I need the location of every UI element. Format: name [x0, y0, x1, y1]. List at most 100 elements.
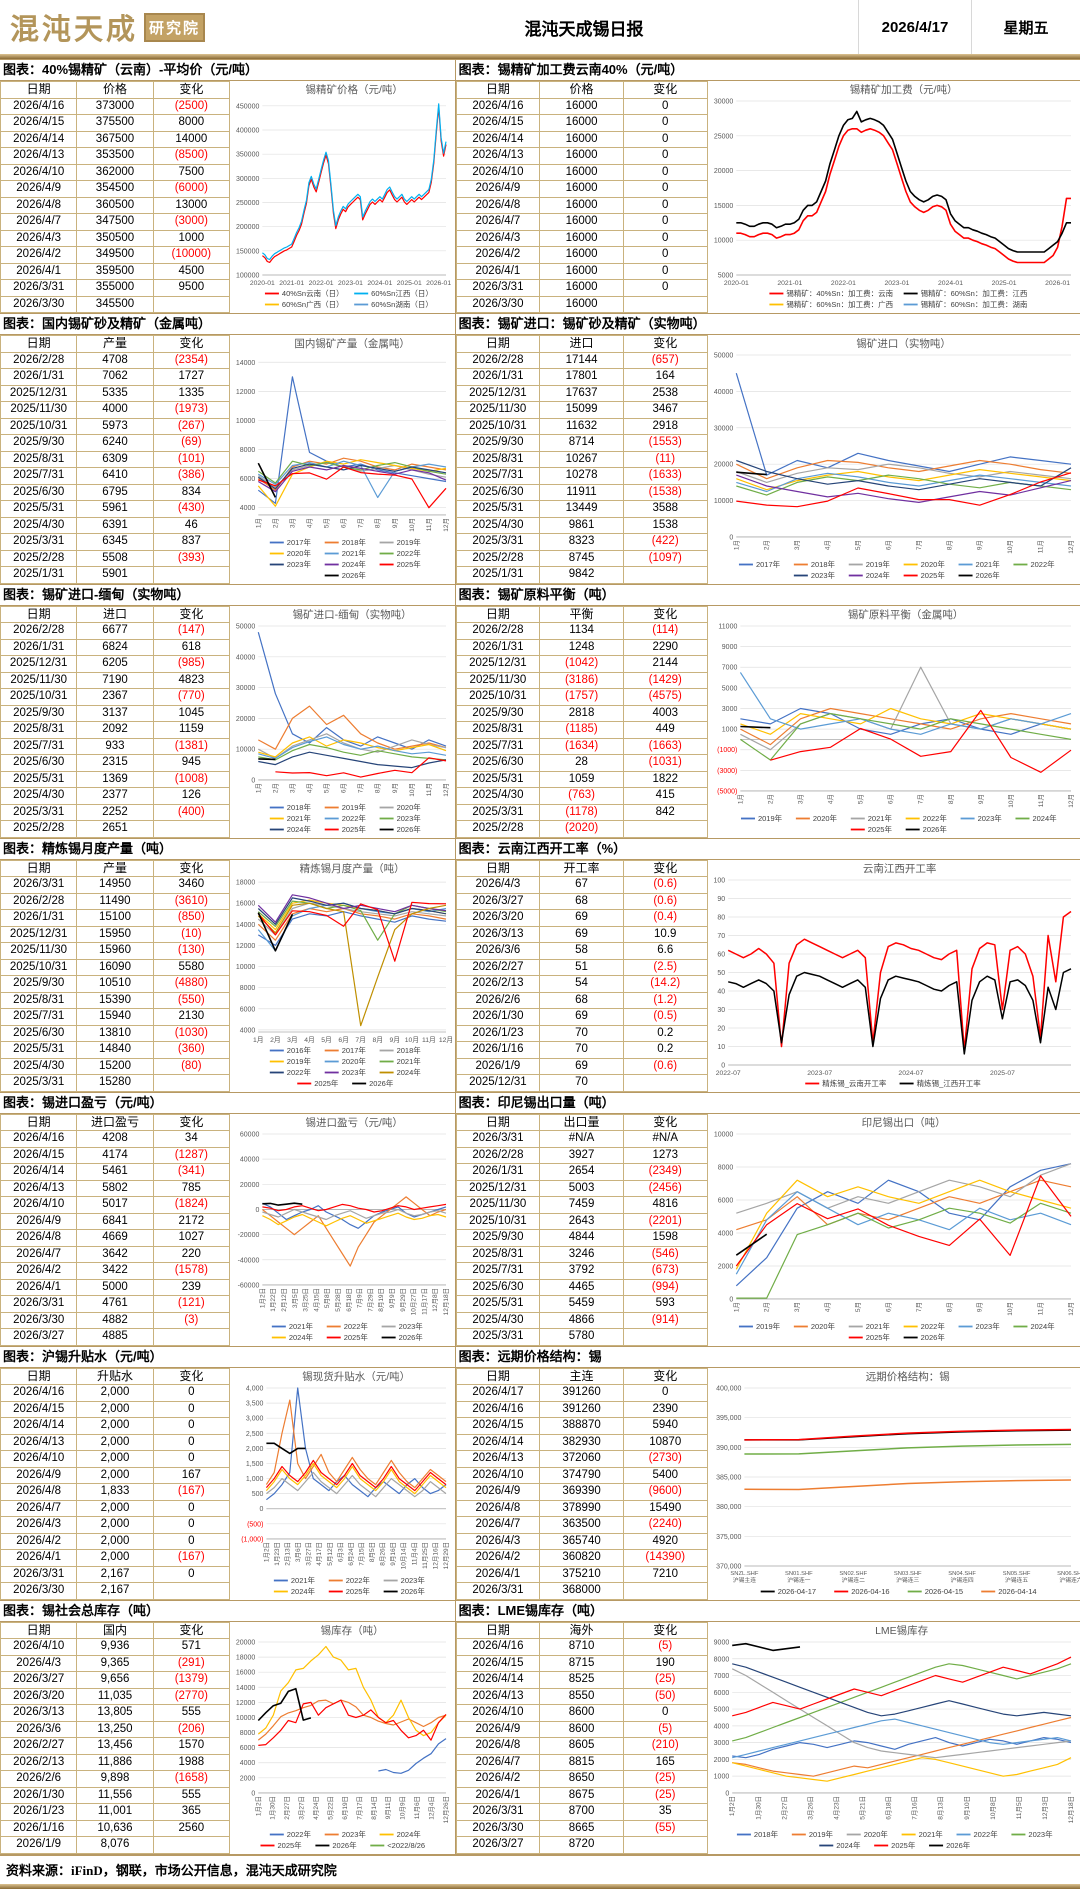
- change-cell: (2730): [622, 1450, 708, 1468]
- svg-text:12月: 12月: [442, 782, 450, 796]
- section-title: 图表：锡矿原料平衡（吨）: [455, 583, 1080, 606]
- svg-text:6月: 6月: [884, 1301, 892, 1311]
- date-cell: 2025/3/31: [455, 1328, 541, 1346]
- svg-text:2020年: 2020年: [810, 1321, 835, 1331]
- section-row: 图表：锡进口盈亏（元/吨） 日期 进口盈亏 变化 2026/4/16 4208 34 2026…: [0, 1091, 1080, 1346]
- date-cell: 2026/3/27: [455, 892, 541, 910]
- svg-text:9月11日: 9月11日: [384, 1795, 392, 1818]
- svg-text:11月17日: 11月17日: [420, 1287, 428, 1314]
- change-cell: 449: [622, 721, 708, 739]
- value-cell: 69: [539, 909, 624, 927]
- svg-text:7月16日: 7月16日: [910, 1795, 918, 1819]
- table-row: 2026/4/8 8605 (210): [455, 1737, 708, 1755]
- chart-processing-fee: 锡精矿加工费（元/吨） 30000 25000 20000 15000 10000 5000…: [708, 81, 1080, 313]
- value-cell: 8550: [539, 1687, 624, 1705]
- svg-text:2019年: 2019年: [865, 559, 890, 569]
- svg-text:10000: 10000: [713, 238, 733, 245]
- table-row: 2026/4/3 350500 1000: [0, 229, 231, 247]
- date-cell: 2025/4/30: [0, 1057, 78, 1075]
- value-cell: 4844: [539, 1229, 624, 1247]
- change-cell: 618: [152, 638, 231, 656]
- svg-text:400000: 400000: [236, 128, 259, 135]
- change-cell: 0: [152, 1433, 231, 1451]
- svg-text:8月13日: 8月13日: [936, 1795, 944, 1819]
- change-cell: 35: [622, 1803, 708, 1821]
- date-cell: 2026/2/28: [0, 892, 78, 910]
- change-cell: (206): [152, 1720, 231, 1738]
- date-cell: 2026/4/17: [455, 1384, 541, 1402]
- table-row: 2026/4/9 354500 (6000): [0, 180, 231, 198]
- table-header-row: 日期 国内 变化: [0, 1621, 231, 1639]
- svg-text:4月: 4月: [826, 793, 834, 803]
- column-header: 日期: [0, 859, 78, 877]
- table-row: 2026/4/15 8715 190: [455, 1654, 708, 1672]
- date-cell: 2025/10/31: [455, 688, 541, 706]
- value-cell: 5003: [539, 1179, 624, 1197]
- table-row: 2026/4/16 8710 (5): [455, 1638, 708, 1656]
- svg-text:200000: 200000: [236, 224, 259, 231]
- svg-text:10000: 10000: [236, 746, 256, 753]
- table-row: 2025/9/30 8714 (1553): [455, 434, 708, 452]
- date-cell: 2026/4/13: [0, 1433, 78, 1451]
- svg-text:7月29日: 7月29日: [366, 1287, 374, 1311]
- change-cell: 165: [622, 1753, 708, 1771]
- change-cell: 4920: [622, 1532, 708, 1550]
- value-cell: 1,833: [76, 1483, 154, 1501]
- value-cell: 16000: [539, 229, 624, 247]
- value-cell: 15390: [76, 991, 154, 1009]
- change-cell: 2538: [622, 384, 708, 402]
- table-row: 2026/3/30 2,167: [0, 1582, 231, 1600]
- svg-text:6000: 6000: [240, 476, 256, 483]
- value-cell: 58: [539, 942, 624, 960]
- value-cell: 4885: [76, 1328, 154, 1346]
- table-row: 2026/4/17 391260 0: [455, 1384, 708, 1402]
- svg-text:4,000: 4,000: [246, 1385, 264, 1392]
- svg-text:2026年: 2026年: [946, 1840, 971, 1850]
- svg-text:8000: 8000: [240, 985, 256, 992]
- change-cell: [152, 1328, 231, 1346]
- svg-text:9月: 9月: [391, 782, 399, 792]
- date-cell: 2025/5/31: [0, 770, 78, 788]
- value-cell: 375500: [76, 114, 154, 132]
- svg-text:5月8日: 5月8日: [323, 1287, 331, 1307]
- change-cell: (1824): [152, 1196, 231, 1214]
- change-cell: [622, 566, 708, 584]
- date-cell: 2026/4/8: [455, 1499, 541, 1517]
- svg-text:60%Sn广西（日）: 60%Sn广西（日）: [282, 299, 344, 309]
- table-row: 2025/5/31 1369 (1008): [0, 770, 231, 788]
- svg-text:60%Sn湖南（日）: 60%Sn湖南（日）: [371, 299, 433, 309]
- table-header-row: 日期 升贴水 变化: [0, 1367, 231, 1385]
- table-row: 2026/3/31 14950 3460: [0, 876, 231, 894]
- svg-text:<2022/8/26: <2022/8/26: [387, 1841, 425, 1850]
- svg-text:2023年: 2023年: [287, 559, 312, 569]
- svg-text:12月26日: 12月26日: [442, 1795, 450, 1822]
- value-cell: 933: [76, 737, 154, 755]
- value-cell: 4465: [539, 1278, 624, 1296]
- section-right: 图表：LME锡库存（吨） 日期 海外 变化 2026/4/16 8710 (5) 2026/4…: [454, 1599, 1080, 1854]
- date-cell: 2026/4/14: [455, 1433, 541, 1451]
- svg-text:18000: 18000: [236, 879, 256, 886]
- svg-text:5000: 5000: [717, 273, 733, 280]
- table-row: 2026/4/10 2,000 0: [0, 1450, 231, 1468]
- change-cell: (0.6): [622, 1057, 708, 1075]
- value-cell: 3792: [539, 1262, 624, 1280]
- section-content: 日期 进口 变化 2026/2/28 17144 (657) 2026/1/31 17801 1…: [455, 335, 1080, 584]
- value-cell: 10510: [76, 975, 154, 993]
- svg-text:2023年: 2023年: [975, 1321, 1000, 1331]
- date-cell: 2026/1/16: [455, 1041, 541, 1059]
- value-cell: 15099: [539, 401, 624, 419]
- table-row: 2025/10/31 2643 (2201): [455, 1212, 708, 1230]
- chart-svg: 锡矿进口（实物吨） 50000 40000 30000 20000 10000 01月 2月 3…: [713, 337, 1074, 580]
- section-row: 图表：沪锡升贴水（元/吨） 日期 升贴水 变化 2026/4/16 2,000 0 2026/…: [0, 1345, 1080, 1600]
- date-cell: 2026/4/16: [0, 1384, 78, 1402]
- chart-ore-import-myanmar: 锡矿进口-缅甸（实物吨） 50000 40000 30000 20000 10000 0 1月…: [230, 606, 455, 838]
- column-header: 日期: [455, 1113, 541, 1131]
- svg-text:9月: 9月: [391, 518, 399, 528]
- svg-text:500: 500: [252, 1491, 264, 1498]
- date-cell: 2025/10/31: [0, 688, 78, 706]
- svg-text:4000: 4000: [240, 1760, 256, 1767]
- change-cell: 0: [622, 1384, 708, 1402]
- value-cell: 6677: [76, 622, 154, 640]
- date-cell: 2026/4/9: [0, 180, 78, 198]
